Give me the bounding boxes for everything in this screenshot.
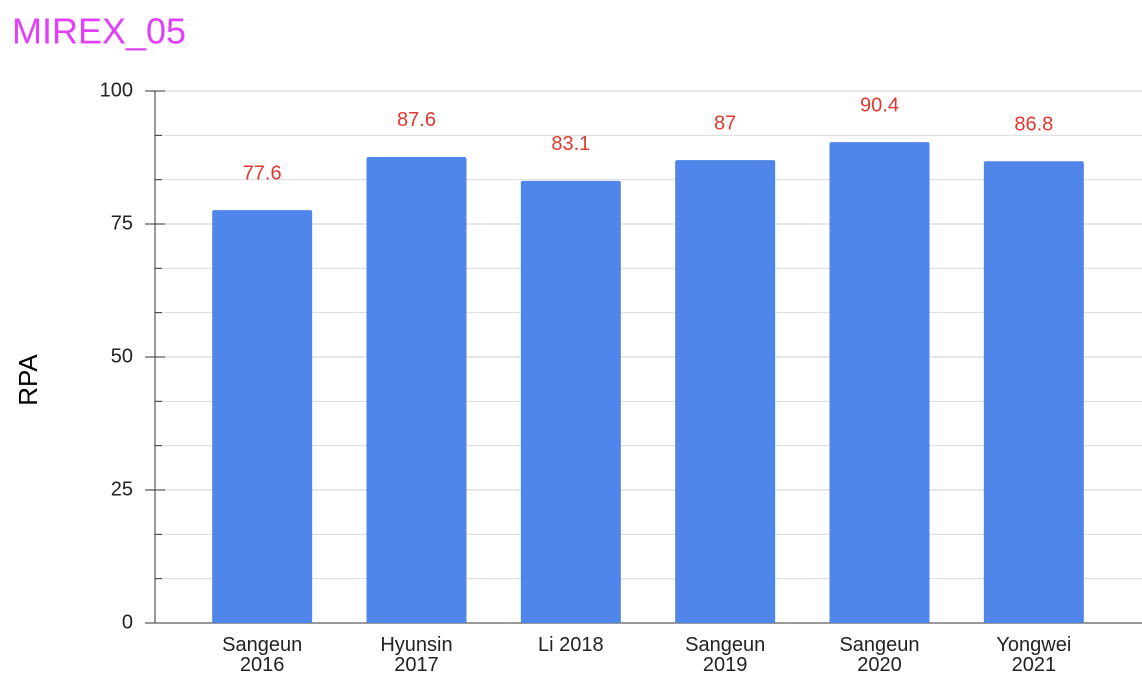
chart-title: MIREX_05: [12, 11, 186, 52]
data-label: 77.6: [243, 162, 282, 184]
bar: [829, 142, 930, 623]
x-tick-label: Hyunsin 2017: [380, 634, 453, 676]
data-label: 87.6: [397, 109, 436, 131]
x-tick-label: Sangeun 2016: [222, 634, 303, 676]
y-tick-label: 75: [111, 212, 133, 234]
y-tick-label: 0: [122, 611, 133, 633]
bar: [212, 210, 313, 623]
y-tick-label: 50: [111, 345, 133, 367]
data-label: 83.1: [551, 133, 590, 155]
x-tick-label: Yongwei 2021: [996, 634, 1072, 676]
x-tick-label: Sangeun 2020: [839, 634, 920, 676]
bar: [675, 160, 776, 623]
data-label: 87: [714, 112, 736, 134]
bar: [983, 161, 1084, 623]
data-label: 86.8: [1014, 114, 1053, 136]
y-tick-label: 100: [100, 79, 133, 101]
x-tick-label: Sangeun 2019: [685, 634, 766, 676]
y-axis-label: RPA: [13, 354, 43, 406]
x-tick-label: Li 2018: [538, 634, 604, 656]
y-tick-label: 25: [111, 478, 133, 500]
bar: [520, 180, 621, 623]
bar: [366, 156, 467, 623]
data-label: 90.4: [860, 94, 899, 116]
